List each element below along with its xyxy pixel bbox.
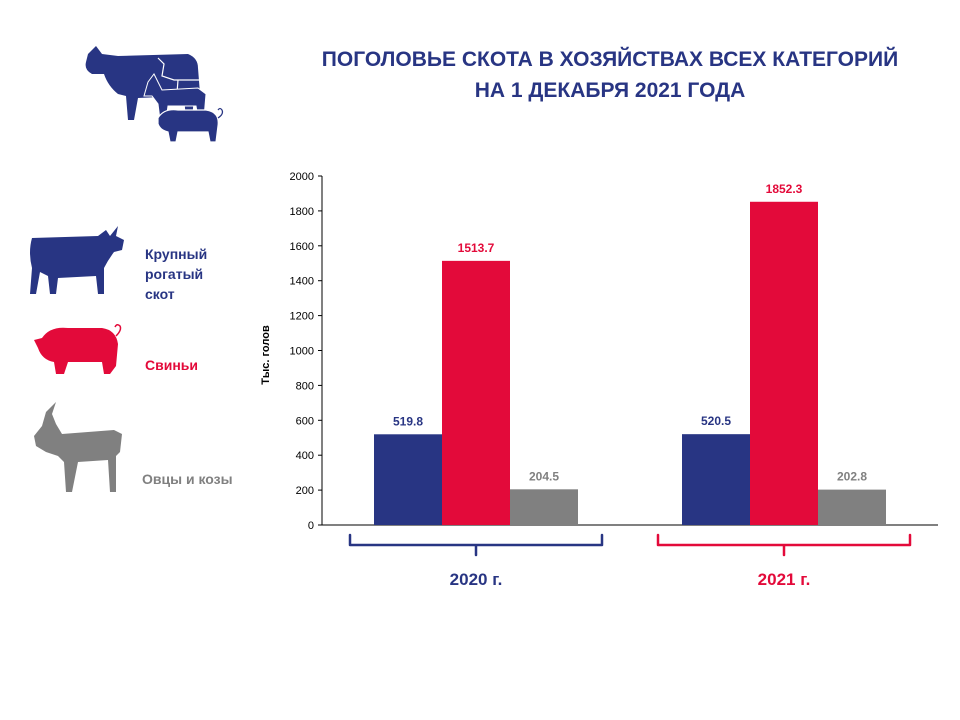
chart-title-line-1: ПОГОЛОВЬЕ СКОТА В ХОЗЯЙСТВАХ ВСЕХ КАТЕГО… bbox=[321, 48, 899, 71]
bar bbox=[750, 201, 818, 525]
y-tick-label: 0 bbox=[308, 520, 314, 532]
legend-cattle-line-3: скот bbox=[145, 286, 175, 302]
legend-cattle-line-2: рогатый bbox=[145, 266, 204, 282]
bar bbox=[442, 260, 510, 525]
y-tick-label: 1000 bbox=[290, 346, 314, 358]
y-tick-label: 1600 bbox=[290, 241, 314, 253]
category-bracket bbox=[348, 533, 604, 557]
bar bbox=[374, 434, 442, 525]
legend-sheep-label: Овцы и козы bbox=[142, 469, 233, 489]
chart-title: ПОГОЛОВЬЕ СКОТА В ХОЗЯЙСТВАХ ВСЕХ КАТЕГО… bbox=[270, 44, 950, 106]
legend-cattle-line-1: Крупный bbox=[145, 246, 208, 262]
bar-value-label: 520.5 bbox=[701, 414, 731, 428]
bar-value-label: 204.5 bbox=[529, 469, 559, 483]
y-tick-label: 2000 bbox=[290, 171, 314, 183]
y-tick-label: 800 bbox=[296, 380, 314, 392]
goat-icon bbox=[34, 402, 122, 492]
category-bracket bbox=[656, 533, 912, 557]
y-tick-label: 1200 bbox=[290, 311, 314, 323]
y-axis-title: Тыс. голов bbox=[260, 325, 272, 385]
bar-value-label: 1513.7 bbox=[458, 241, 495, 255]
legend-cattle-label: Крупный рогатый скот bbox=[145, 244, 207, 304]
y-tick-label: 600 bbox=[296, 415, 314, 427]
bar bbox=[510, 489, 578, 525]
chart-title-line-2: НА 1 ДЕКАБРЯ 2021 ГОДА bbox=[474, 79, 746, 102]
pig-icon bbox=[34, 323, 122, 374]
y-tick-label: 1800 bbox=[290, 206, 314, 218]
bar bbox=[682, 434, 750, 525]
category-label: 2020 г. bbox=[450, 570, 503, 589]
legend-pigs-line-1: Свиньи bbox=[145, 357, 198, 373]
bar-value-label: 519.8 bbox=[393, 414, 423, 428]
y-tick-label: 200 bbox=[296, 485, 314, 497]
legend-pigs-label: Свиньи bbox=[145, 355, 198, 375]
bar-value-label: 202.8 bbox=[837, 470, 867, 484]
bar-value-label: 1852.3 bbox=[766, 182, 803, 196]
livestock-group-icon bbox=[85, 46, 224, 143]
y-tick-label: 1400 bbox=[290, 276, 314, 288]
bar bbox=[818, 489, 886, 525]
y-tick-label: 400 bbox=[296, 450, 314, 462]
category-label: 2021 г. bbox=[758, 570, 811, 589]
legend-sheep-line-1: Овцы и козы bbox=[142, 471, 233, 487]
cow-icon bbox=[30, 226, 124, 294]
